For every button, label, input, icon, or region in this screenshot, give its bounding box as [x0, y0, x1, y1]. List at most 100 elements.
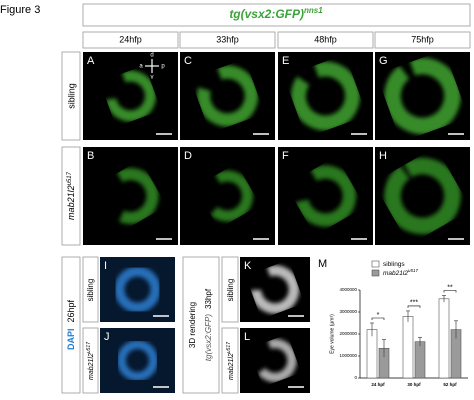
- dapi-stain: DAPI: [66, 329, 76, 351]
- row-label-sup: u517: [226, 342, 232, 353]
- x-tick-label: 24 hpf: [371, 382, 385, 387]
- row-label-text: mab21l2: [66, 185, 76, 220]
- header-sup: nns1: [304, 6, 323, 15]
- bar: [402, 316, 414, 379]
- eye-ring: [384, 57, 461, 135]
- row-label: sibling: [66, 83, 76, 109]
- axis-key-label: d: [150, 53, 153, 59]
- y-tick-label: 0: [354, 375, 357, 380]
- eye-ring: [196, 65, 259, 127]
- image-content: [253, 338, 297, 383]
- eye-ring: [114, 266, 161, 313]
- panel-letter: F: [282, 150, 289, 162]
- y-tick-label: 3000000: [339, 309, 357, 314]
- eye-ring: [105, 70, 156, 122]
- significance-bracket: [407, 305, 421, 308]
- time-box: [374, 31, 471, 49]
- significance-label: **: [447, 284, 453, 291]
- image-content: [384, 57, 461, 135]
- time-box: [82, 31, 179, 49]
- axis-key-label: a: [139, 64, 143, 70]
- header-text: tg(vsx2:GFP): [229, 7, 304, 21]
- row-label: sibling: [226, 279, 235, 302]
- rendering-line-text: tg(vsx2:GFP): [204, 314, 213, 361]
- image-content: [384, 157, 461, 235]
- panel-letter: G: [379, 55, 388, 67]
- eye-ring: [250, 265, 300, 314]
- image-panel: [278, 147, 373, 245]
- significance-label: *: [377, 312, 380, 319]
- legend-sup: u517: [408, 268, 419, 273]
- image-content: [102, 167, 159, 225]
- time-label: 75hfp: [411, 34, 434, 44]
- y-tick-label: 2000000: [339, 331, 357, 336]
- row-label: sibling: [86, 279, 95, 302]
- panel-letter: B: [87, 150, 94, 162]
- panel-letter: I: [104, 260, 107, 272]
- legend-text: mab21l2: [383, 270, 408, 277]
- header-box: [82, 3, 471, 27]
- image-panel: [180, 147, 275, 245]
- row-label: mab21l2u517: [86, 342, 95, 380]
- y-tick-label: 4000000: [339, 287, 357, 292]
- image-content: [114, 266, 161, 313]
- image-content: [196, 65, 259, 127]
- axis-key-label: v: [151, 75, 154, 81]
- image-panel: [83, 52, 178, 140]
- row-label: mab21l2u517: [226, 342, 235, 380]
- time-label: 48hfp: [314, 34, 337, 44]
- eye-ring: [202, 170, 253, 222]
- x-tick-label: 30 hpf: [407, 382, 421, 387]
- panel-letter: K: [244, 260, 252, 272]
- legend-swatch: [371, 260, 380, 268]
- panel-letter: D: [184, 150, 192, 162]
- eye-ring: [102, 167, 159, 225]
- panel-letter: H: [379, 150, 387, 162]
- header-title: tg(vsx2:GFP)nns1: [229, 6, 323, 21]
- row-label-text: mab21l2: [228, 353, 235, 380]
- image-content: [202, 170, 253, 222]
- time-box: [277, 31, 374, 49]
- figure-label: Figure 3: [0, 4, 40, 16]
- bar: [438, 298, 450, 379]
- dapi-label: DAPI 26hpf: [66, 299, 76, 350]
- panel-letter: J: [104, 331, 110, 343]
- side-label-box: [182, 256, 220, 394]
- eye-ring: [253, 338, 297, 383]
- rendering-title: 3D rendering: [188, 302, 197, 348]
- legend-swatch: [371, 269, 380, 277]
- y-tick-label: 1000000: [339, 353, 357, 358]
- panel-letter: L: [244, 331, 250, 343]
- panel-letter: M: [318, 258, 327, 270]
- image-panel: [240, 328, 310, 393]
- side-label-box: [61, 256, 81, 394]
- dapi-stage: 26hpf: [66, 299, 76, 322]
- row-label-box: [221, 256, 239, 323]
- row-label: mab21l2u517: [66, 171, 76, 220]
- eye-ring: [294, 165, 357, 227]
- image-content: [117, 340, 158, 381]
- row-label-sup: u517: [86, 342, 92, 353]
- image-panel: [180, 52, 275, 140]
- row-label-box: [221, 327, 239, 394]
- rendering-stage: 33hpf: [204, 288, 213, 309]
- legend-label: siblings: [383, 261, 405, 268]
- time-label: 33hfp: [216, 34, 239, 44]
- x-tick-label: 52 hpf: [443, 382, 457, 387]
- row-label-box: [61, 146, 81, 246]
- row-label-text: mab21l2: [88, 353, 95, 380]
- legend-text: siblings: [383, 261, 405, 268]
- panel-letter: A: [87, 55, 95, 67]
- significance-label: ***: [410, 300, 418, 307]
- significance-bracket: [443, 290, 457, 293]
- image-panel: [83, 147, 178, 245]
- panel-letter: C: [184, 55, 192, 67]
- row-label-box: [61, 51, 81, 141]
- image-panel: [100, 328, 175, 393]
- image-content: [105, 70, 156, 122]
- y-axis-label: Eye volume (µm³): [329, 314, 335, 354]
- legend-label: mab21l2u517: [383, 268, 418, 277]
- image-content: [250, 265, 300, 314]
- time-box: [179, 31, 276, 49]
